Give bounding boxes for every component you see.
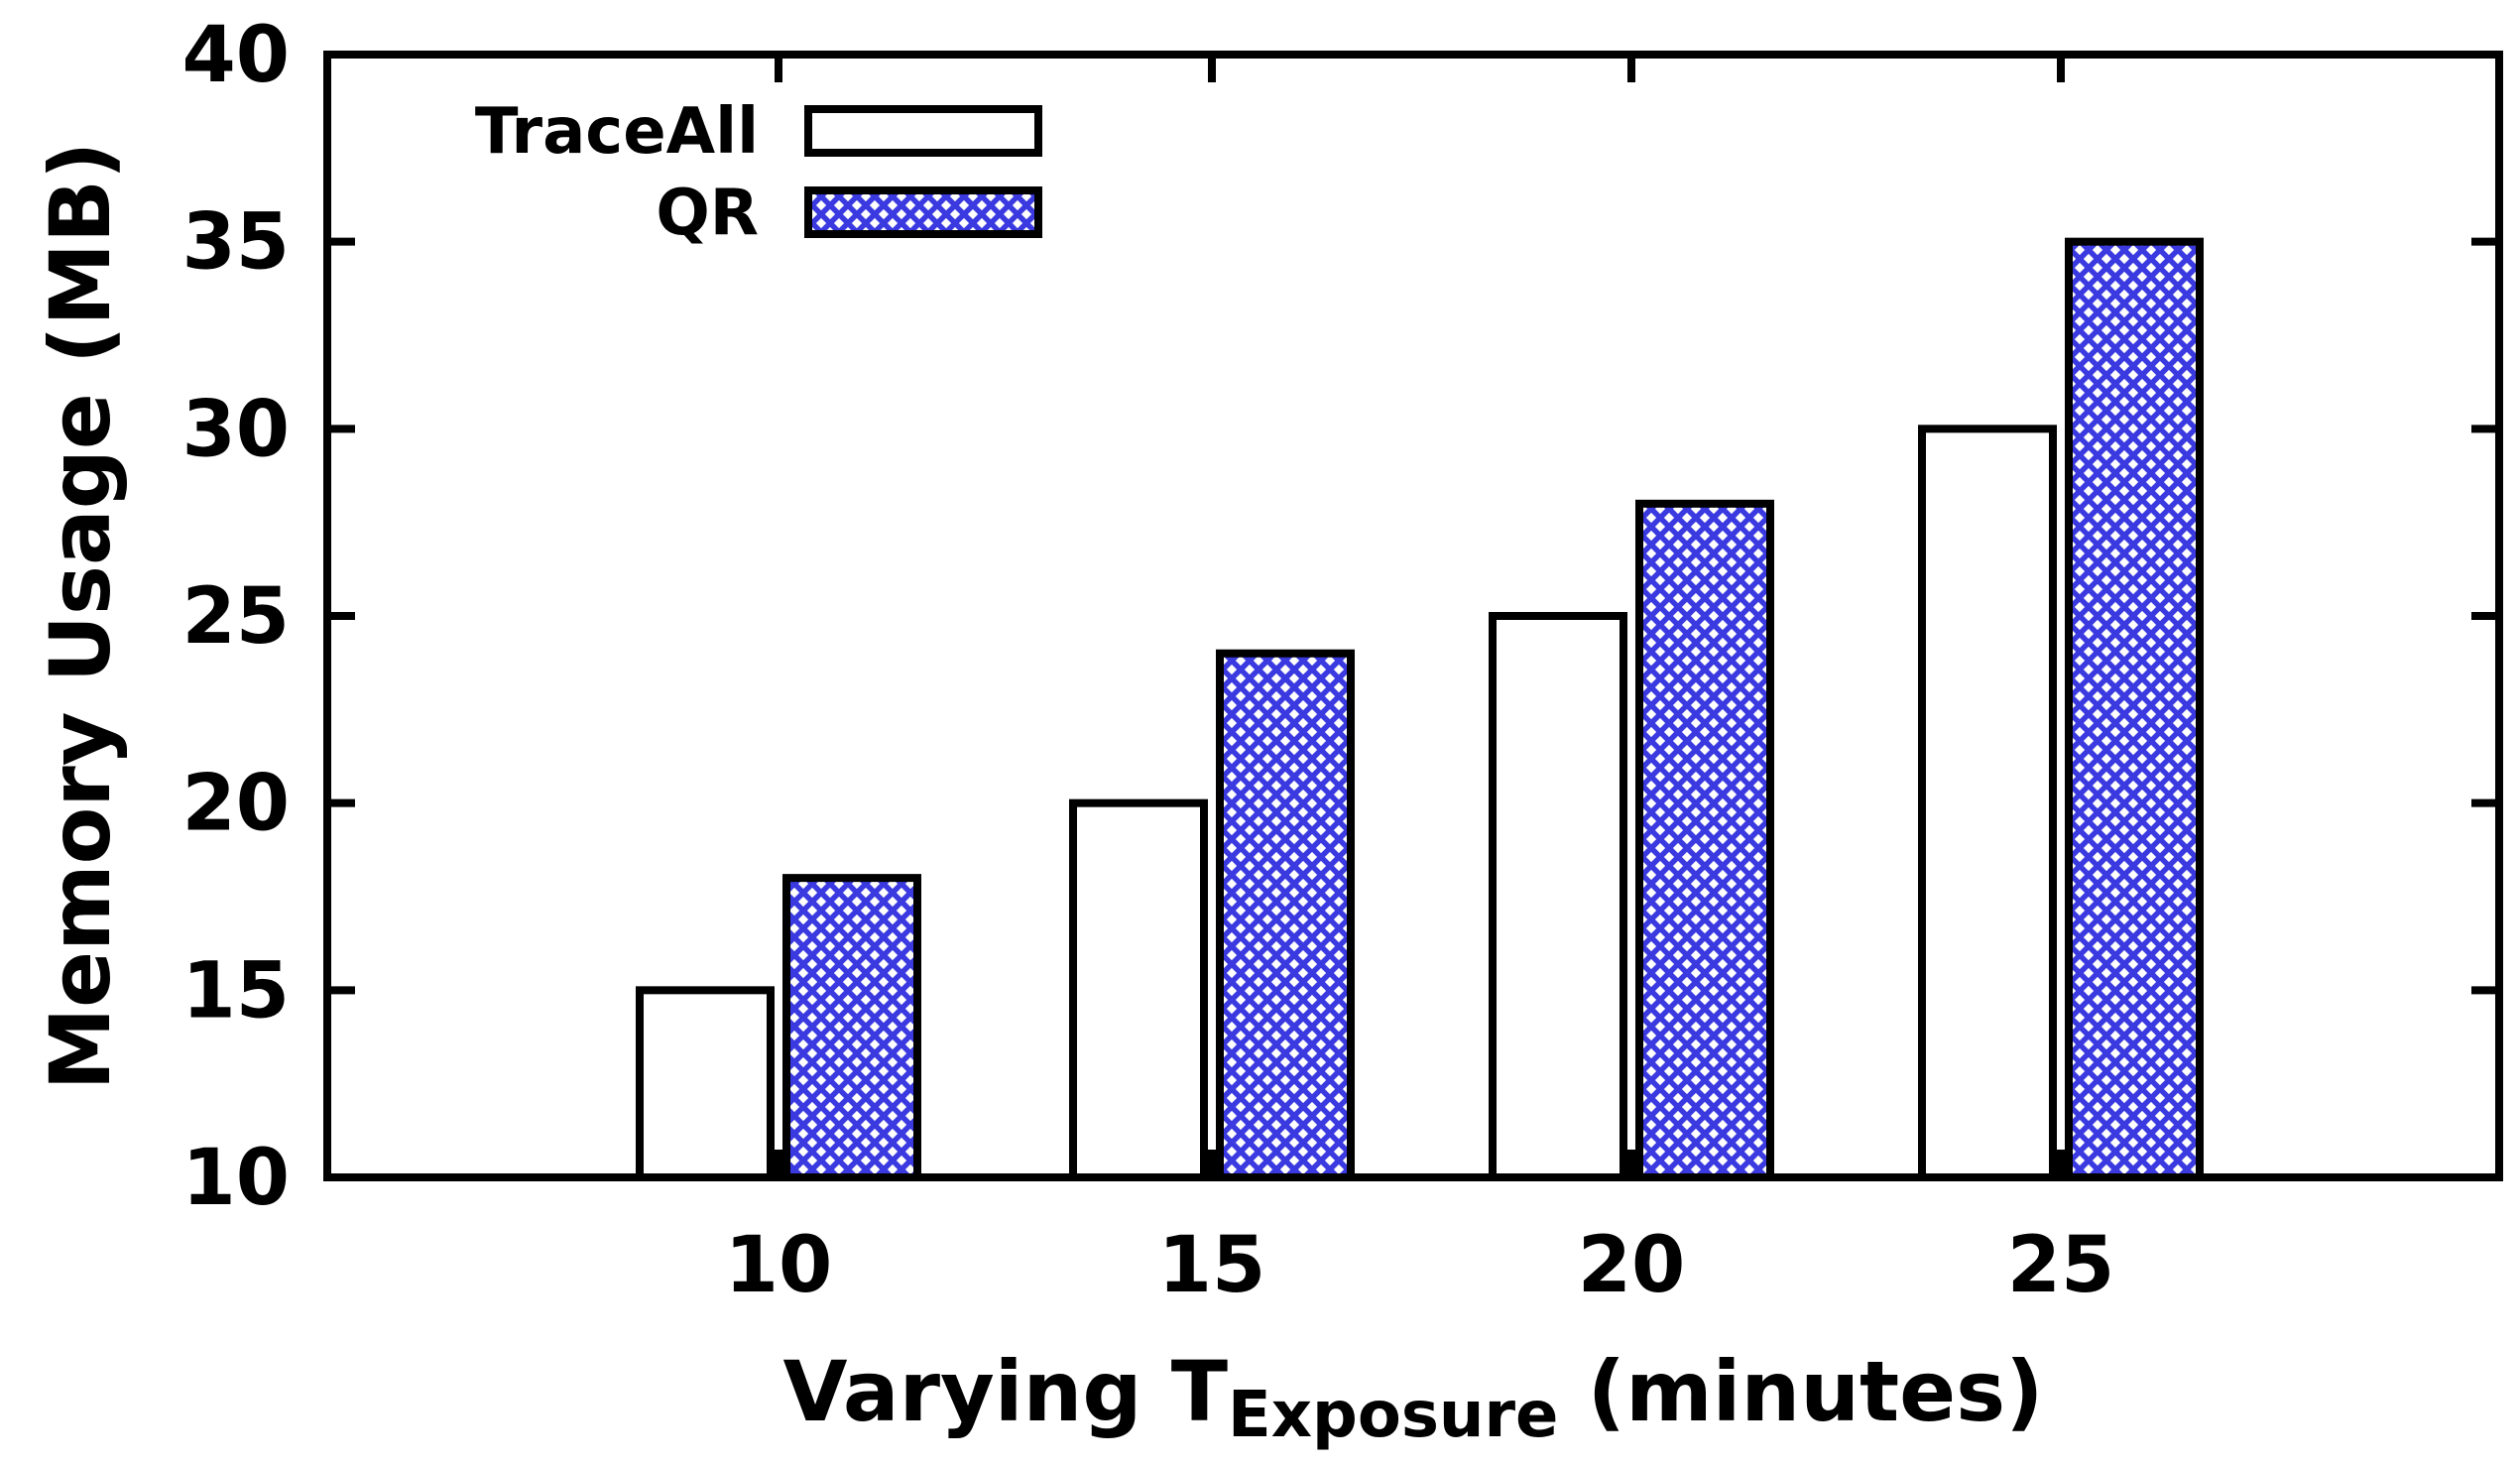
bar-qr-15	[1216, 649, 1355, 1181]
x-axis-title: Varying TExposure (minutes)	[782, 1343, 2043, 1452]
bar-traceall-20	[1489, 612, 1627, 1181]
legend-swatch-traceall	[804, 105, 1042, 157]
y-tick-label-35: 35	[181, 198, 290, 288]
x-tick-label-25: 25	[2007, 1221, 2115, 1310]
y-tick-labels: 10 15 20 25 30 35 40	[181, 11, 290, 1223]
y-tick-label-20: 20	[181, 760, 290, 849]
bars-layer	[636, 237, 2204, 1182]
legend-label-traceall: TraceAll	[475, 95, 759, 169]
legend: TraceAll QR	[475, 95, 1042, 250]
x-axis-title-main: Varying T	[782, 1343, 1228, 1440]
y-tick-label-25: 25	[181, 572, 290, 662]
y-axis-title: Memory Usage (MB)	[32, 142, 129, 1091]
x-tick-labels: 10 15 20 25	[725, 1221, 2115, 1310]
bar-qr-20	[1635, 499, 1774, 1181]
legend-label-qr: QR	[656, 177, 759, 250]
plot-frame	[323, 51, 2503, 1181]
bar-traceall-25	[1918, 425, 2057, 1182]
y-tick-label-10: 10	[181, 1134, 290, 1223]
x-tick-label-20: 20	[1578, 1221, 1686, 1310]
bar-qr-10	[782, 874, 921, 1182]
bar-traceall-10	[636, 986, 775, 1181]
x-axis-title-tail: (minutes)	[1558, 1343, 2043, 1440]
legend-swatch-qr	[804, 186, 1042, 238]
x-tick-label-15: 15	[1158, 1221, 1266, 1310]
y-tick-label-40: 40	[181, 11, 290, 100]
y-tick-label-30: 30	[181, 385, 290, 474]
bar-qr-25	[2065, 237, 2204, 1181]
bar-traceall-15	[1069, 798, 1208, 1182]
x-axis-title-subscript: Exposure	[1228, 1379, 1558, 1452]
y-tick-label-15: 15	[181, 946, 290, 1036]
x-tick-label-10: 10	[725, 1221, 833, 1310]
